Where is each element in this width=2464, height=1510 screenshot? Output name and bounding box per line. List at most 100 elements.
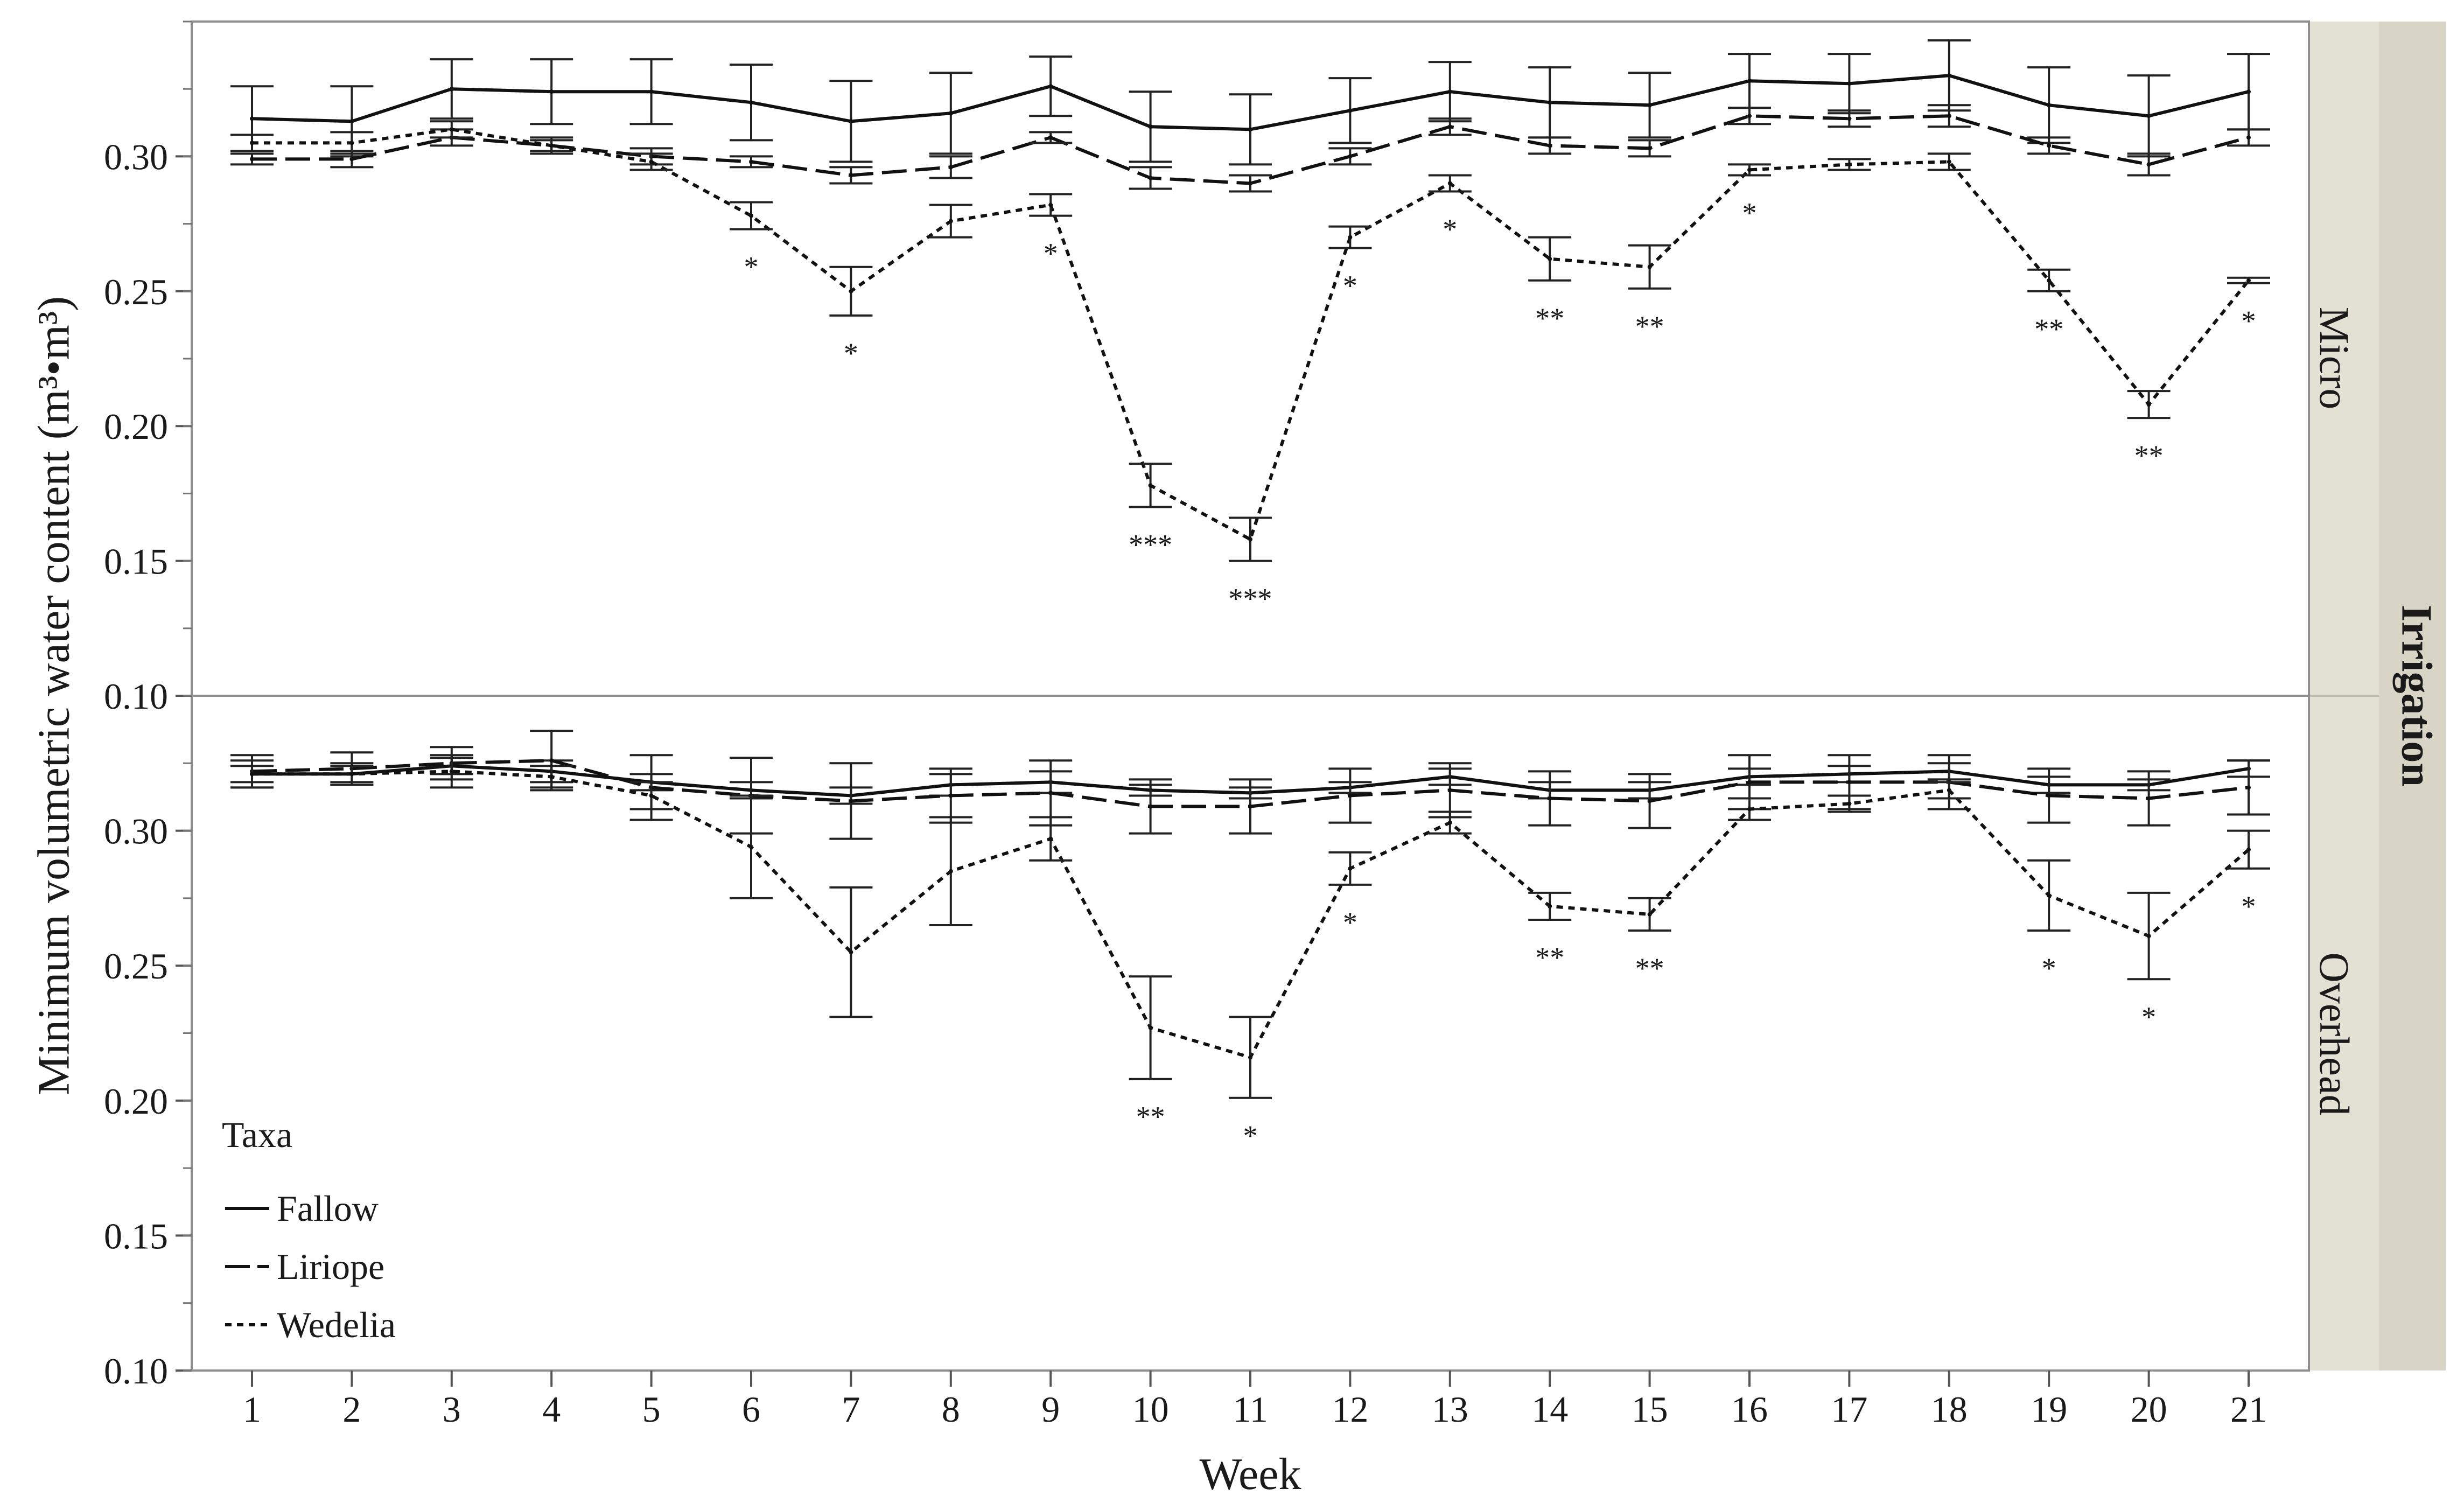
- significance-layer: ************* ************** ** ***: [744, 197, 2256, 1151]
- data-point-micro-fallow: [749, 100, 753, 105]
- significance-marker-overhead: *: [2141, 1001, 2156, 1033]
- data-point-micro-wedelia: [849, 289, 853, 293]
- data-point-micro-fallow: [1248, 127, 1252, 132]
- data-point-overhead-liriope: [1747, 780, 1752, 785]
- data-point-micro-fallow: [1548, 100, 1552, 105]
- legend: Taxa Fallow Liriope Wedelia: [222, 1114, 396, 1345]
- data-point-micro-liriope: [1348, 154, 1353, 159]
- data-point-micro-liriope: [2246, 135, 2251, 140]
- x-tick-label: 8: [942, 1389, 960, 1430]
- data-point-overhead-wedelia: [948, 869, 953, 873]
- data-point-micro-wedelia: [1048, 202, 1053, 207]
- significance-marker-overhead: *: [1243, 1120, 1258, 1152]
- y-tick-label: 0.25: [104, 946, 168, 987]
- y-tick-label: 0.20: [104, 406, 168, 447]
- significance-marker-overhead: **: [1635, 952, 1664, 984]
- data-point-micro-wedelia: [1947, 159, 1951, 164]
- data-point-overhead-liriope: [1647, 799, 1652, 803]
- data-point-micro-liriope: [1847, 116, 1852, 121]
- x-tick-label: 2: [342, 1389, 361, 1430]
- data-point-overhead-wedelia: [1048, 836, 1053, 841]
- x-tick-label: 12: [1332, 1389, 1368, 1430]
- data-point-micro-wedelia: [1447, 181, 1452, 186]
- data-point-micro-liriope: [2047, 143, 2052, 148]
- series-line-micro-wedelia: [252, 128, 2250, 541]
- data-point-micro-fallow: [250, 116, 254, 121]
- x-tick-label: 17: [1831, 1389, 1867, 1430]
- x-axis-title: Week: [1199, 1449, 1301, 1499]
- data-point-overhead-wedelia: [250, 772, 254, 777]
- data-point-micro-fallow: [1847, 81, 1852, 86]
- data-point-micro-liriope: [1947, 114, 1951, 118]
- data-point-micro-liriope: [349, 157, 354, 162]
- data-point-micro-fallow: [1348, 108, 1353, 113]
- data-point-overhead-liriope: [2246, 785, 2251, 790]
- data-point-micro-liriope: [1447, 124, 1452, 129]
- data-point-micro-wedelia: [1747, 167, 1752, 172]
- significance-marker-micro: *: [844, 337, 858, 369]
- significance-marker-micro: **: [2034, 313, 2063, 345]
- data-point-micro-wedelia: [948, 219, 953, 223]
- significance-marker-overhead: *: [1343, 906, 1357, 939]
- data-point-micro-fallow: [549, 89, 554, 94]
- y-tick-label: 0.30: [104, 811, 168, 852]
- data-point-overhead-liriope: [1447, 788, 1452, 793]
- data-point-micro-fallow: [1947, 73, 1951, 78]
- group-strip-background: [2379, 22, 2446, 1371]
- data-point-micro-fallow: [1647, 103, 1652, 108]
- y-tick-label: 0.30: [104, 136, 168, 177]
- legend-label-fallow: Fallow: [277, 1188, 379, 1229]
- x-tick-label: 11: [1233, 1389, 1268, 1430]
- significance-marker-overhead: **: [1535, 941, 1564, 974]
- data-point-micro-liriope: [2146, 162, 2151, 167]
- data-point-micro-wedelia: [1248, 537, 1252, 542]
- data-point-micro-wedelia: [2246, 278, 2251, 283]
- data-point-overhead-wedelia: [749, 844, 753, 849]
- axes: 0.10 0.15 0.20 0.25 0.30 0.10 0.15 0.20 0.25 0.30…: [104, 20, 2267, 1430]
- data-point-overhead-liriope: [1348, 793, 1353, 798]
- data-point-overhead-liriope: [2146, 796, 2151, 801]
- data-point-overhead-liriope: [2047, 793, 2052, 798]
- data-point-micro-wedelia: [250, 141, 254, 145]
- data-point-micro-wedelia: [1647, 264, 1652, 269]
- x-tick-label: 13: [1432, 1389, 1468, 1430]
- data-point-micro-fallow: [2146, 114, 2151, 118]
- data-point-micro-fallow: [948, 111, 953, 116]
- data-point-overhead-wedelia: [1148, 1025, 1153, 1030]
- data-point-overhead-liriope: [1248, 804, 1252, 809]
- data-point-overhead-wedelia: [1548, 904, 1552, 908]
- series-layer: [230, 39, 2270, 1099]
- data-point-micro-fallow: [1048, 84, 1053, 89]
- data-point-overhead-wedelia: [1248, 1055, 1252, 1060]
- data-point-overhead-liriope: [948, 793, 953, 798]
- data-point-micro-wedelia: [649, 159, 654, 164]
- data-point-micro-fallow: [1447, 89, 1452, 94]
- significance-marker-micro: **: [1535, 302, 1564, 334]
- y-tick-label: 0.20: [104, 1081, 168, 1122]
- significance-marker-micro: *: [744, 251, 759, 283]
- data-point-micro-fallow: [449, 87, 454, 92]
- data-point-overhead-liriope: [1548, 796, 1552, 801]
- data-point-overhead-wedelia: [2146, 934, 2151, 939]
- data-point-micro-wedelia: [749, 213, 753, 218]
- data-point-overhead-wedelia: [349, 772, 354, 777]
- data-point-overhead-wedelia: [449, 769, 454, 774]
- x-tick-label: 9: [1041, 1389, 1060, 1430]
- x-tick-label: 1: [243, 1389, 261, 1430]
- significance-marker-micro: *: [1742, 197, 1757, 229]
- data-point-overhead-liriope: [849, 799, 853, 803]
- x-tick-label: 16: [1731, 1389, 1768, 1430]
- legend-label-liriope: Liriope: [277, 1246, 384, 1287]
- data-point-overhead-wedelia: [1947, 788, 1951, 793]
- data-point-micro-fallow: [349, 119, 354, 124]
- data-point-overhead-wedelia: [549, 774, 554, 779]
- data-point-overhead-wedelia: [1348, 866, 1353, 871]
- data-point-micro-liriope: [250, 157, 254, 162]
- significance-marker-micro: *: [1443, 213, 1457, 246]
- data-point-overhead-wedelia: [649, 793, 654, 798]
- data-point-micro-wedelia: [549, 143, 554, 148]
- data-point-micro-liriope: [1747, 114, 1752, 118]
- data-point-micro-wedelia: [2146, 402, 2151, 407]
